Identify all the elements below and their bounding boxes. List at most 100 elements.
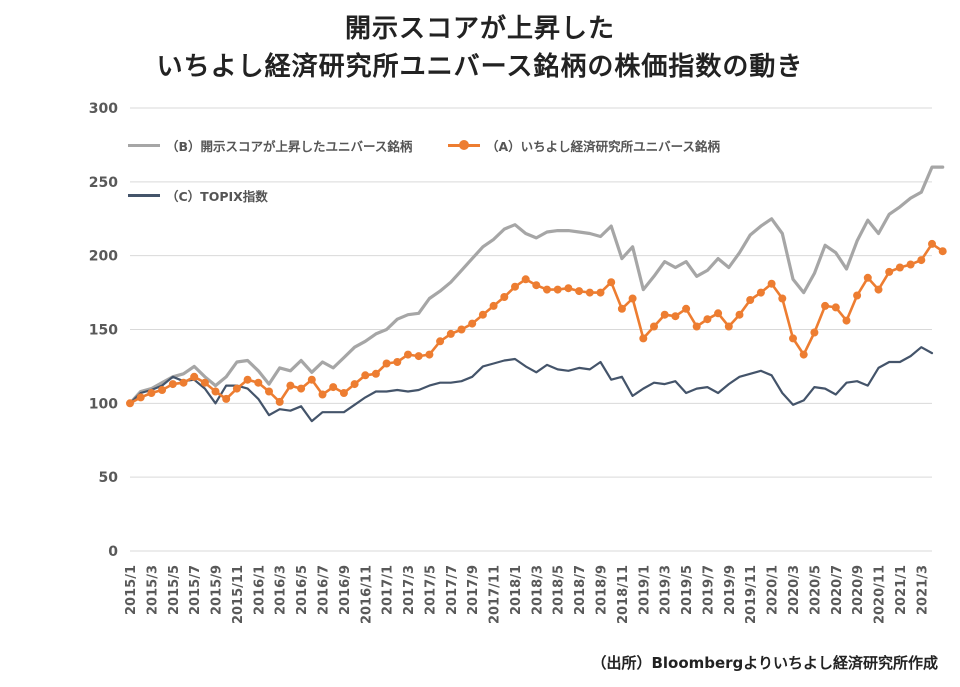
- x-tick-label: 2016/5: [295, 565, 310, 615]
- point-a: [478, 310, 487, 319]
- x-tick-label: 2015/5: [167, 565, 182, 615]
- point-a: [735, 310, 744, 319]
- y-tick-label: 200: [89, 249, 118, 265]
- point-a: [275, 397, 284, 406]
- point-a: [200, 378, 209, 387]
- point-a: [254, 378, 263, 387]
- y-tick-label: 50: [99, 470, 119, 486]
- x-tick-label: 2017/7: [445, 565, 460, 615]
- point-a: [190, 372, 199, 381]
- point-a: [639, 334, 648, 343]
- point-a: [457, 325, 466, 334]
- point-a: [564, 284, 573, 293]
- point-a: [671, 312, 680, 321]
- legend-marker-a: [459, 140, 469, 150]
- point-a: [511, 282, 519, 291]
- point-a: [575, 287, 584, 296]
- x-tick-label: 2017/9: [466, 565, 481, 615]
- point-a: [853, 291, 862, 300]
- chart-title-line1: 開示スコアが上昇した: [344, 14, 615, 44]
- legend-item-c: （C）TOPIX指数: [128, 186, 268, 205]
- point-a: [895, 263, 904, 272]
- x-tick-label: 2015/3: [145, 565, 160, 615]
- point-a: [265, 387, 273, 396]
- x-tick-label: 2019/11: [744, 565, 759, 624]
- point-a: [339, 389, 348, 397]
- point-a: [607, 278, 616, 287]
- series-line-b: [128, 165, 945, 405]
- point-a: [468, 319, 477, 328]
- x-tick-label: 2018/3: [530, 565, 545, 615]
- point-a: [596, 288, 605, 297]
- x-tick-label: 2020/3: [787, 565, 802, 615]
- point-a: [446, 329, 455, 338]
- x-tick-label: 2021/3: [915, 565, 930, 615]
- point-a: [906, 260, 915, 269]
- point-a: [532, 281, 541, 290]
- point-a: [767, 279, 776, 288]
- point-a: [425, 350, 434, 359]
- point-a: [136, 393, 145, 402]
- chart-title-line2: いちよし経済研究所ユニバース銘柄の株価指数の動き: [156, 52, 804, 82]
- point-a: [211, 387, 220, 396]
- point-a: [414, 352, 423, 361]
- x-tick-label: 2020/7: [830, 565, 845, 615]
- x-tick-label: 2020/11: [873, 565, 888, 624]
- point-a: [810, 328, 819, 337]
- point-a: [703, 315, 712, 324]
- point-a: [297, 384, 306, 393]
- point-a: [126, 399, 134, 408]
- source-note: （出所）Bloombergよりいちよし経済研究所作成: [591, 654, 938, 672]
- x-tick-label: 2019/7: [701, 565, 716, 615]
- x-tick-label: 2019/5: [680, 565, 695, 615]
- y-tick-label: 150: [89, 323, 118, 339]
- point-a: [617, 304, 626, 313]
- point-a: [553, 285, 562, 294]
- point-a: [243, 375, 252, 384]
- point-a: [436, 337, 445, 346]
- point-a: [521, 275, 530, 284]
- x-tick-label: 2020/1: [766, 565, 781, 615]
- point-a: [371, 369, 380, 378]
- legend-label-b: （B）開示スコアが上昇したユニバース銘柄: [166, 139, 413, 154]
- x-tick-label: 2020/9: [851, 565, 866, 615]
- y-tick-label: 300: [89, 101, 118, 117]
- legend-item-b: （B）開示スコアが上昇したユニバース銘柄: [128, 136, 412, 155]
- point-a: [585, 288, 594, 297]
- x-tick-label: 2017/5: [423, 565, 438, 615]
- x-tick-label: 2018/9: [595, 565, 610, 615]
- point-a: [232, 384, 241, 393]
- x-axis: 2015/1 2015/3 2015/5 2015/7 2015/9 2015/11 201…: [124, 565, 930, 624]
- y-tick-label: 0: [108, 544, 118, 560]
- point-a: [147, 389, 156, 397]
- point-a: [393, 358, 402, 366]
- point-a: [928, 239, 936, 248]
- x-tick-label: 2017/11: [488, 565, 503, 624]
- plot-area: [126, 165, 947, 423]
- x-tick-label: 2018/5: [552, 565, 567, 615]
- x-tick-label: 2015/1: [124, 565, 139, 615]
- x-tick-label: 2019/1: [637, 565, 652, 615]
- x-tick-label: 2016/9: [338, 565, 353, 615]
- point-a: [746, 296, 755, 304]
- y-axis: 0 50 100 150 200 250 300: [89, 101, 118, 560]
- x-tick-label: 2020/5: [808, 565, 823, 615]
- point-a: [917, 256, 926, 265]
- legend-item-a: （A）いちよし経済研究所ユニバース銘柄: [448, 136, 720, 155]
- x-tick-label: 2015/9: [210, 565, 225, 615]
- point-a: [863, 273, 872, 282]
- legend-label-c: （C）TOPIX指数: [166, 189, 268, 204]
- point-a: [821, 301, 830, 310]
- point-a: [318, 390, 327, 399]
- point-a: [660, 310, 669, 319]
- point-a: [692, 322, 701, 331]
- x-tick-label: 2015/11: [231, 565, 246, 624]
- point-a: [350, 380, 359, 389]
- x-tick-label: 2018/1: [509, 565, 524, 615]
- x-tick-label: 2016/7: [316, 565, 331, 615]
- gridlines: [130, 107, 932, 552]
- x-tick-label: 2018/7: [573, 565, 588, 615]
- legend-swatch-c: [128, 194, 160, 197]
- point-a: [789, 334, 797, 343]
